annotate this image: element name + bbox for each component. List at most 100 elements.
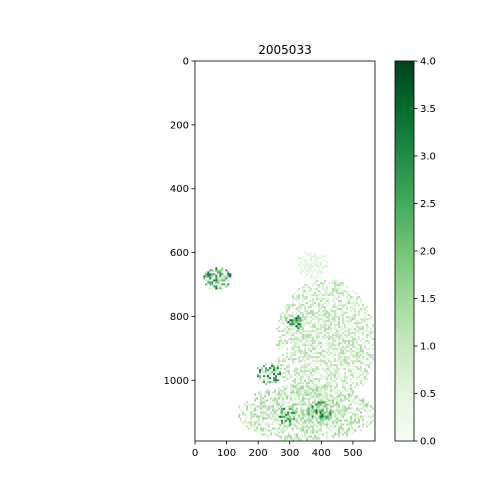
heat-cell	[333, 338, 336, 341]
heat-cell	[327, 334, 330, 337]
heat-cell	[365, 310, 368, 313]
heat-cell	[304, 433, 307, 436]
heat-cell	[219, 269, 222, 272]
heat-cell	[349, 336, 352, 339]
heat-cell	[316, 429, 319, 432]
heat-cell	[321, 360, 324, 363]
heat-cell	[260, 403, 263, 406]
heat-cell	[285, 370, 288, 373]
heat-cell	[299, 317, 302, 320]
heat-cell	[319, 332, 322, 335]
heat-cell	[323, 384, 326, 387]
heat-cell	[211, 283, 214, 286]
heat-cell	[285, 348, 288, 351]
heat-cell	[272, 421, 275, 424]
heat-cell	[349, 354, 352, 357]
heat-cell	[285, 340, 288, 343]
heat-cell	[329, 364, 332, 367]
heat-cell	[305, 398, 308, 401]
heat-cell	[361, 318, 364, 321]
heat-cell	[351, 316, 354, 319]
heat-cell	[358, 403, 361, 406]
heat-cell	[297, 378, 300, 381]
heat-cell	[369, 330, 372, 333]
heat-cell	[276, 433, 279, 436]
heat-cell	[319, 360, 322, 363]
heat-cell	[309, 316, 312, 319]
heat-cell	[308, 421, 311, 424]
heat-cell	[283, 358, 286, 361]
heat-cell	[331, 342, 334, 345]
heat-cell	[351, 314, 354, 317]
heat-cell	[317, 403, 320, 406]
heat-cell	[359, 374, 362, 377]
heat-cell	[286, 397, 289, 400]
heat-cell	[268, 415, 271, 418]
heat-cell	[311, 384, 314, 387]
heat-cell	[295, 330, 298, 333]
heat-cell	[311, 380, 314, 383]
heat-cell	[273, 373, 275, 376]
heat-cell	[351, 362, 354, 365]
heat-cell	[337, 288, 340, 291]
heat-cell	[304, 409, 307, 412]
heat-cell	[349, 394, 352, 397]
heat-cell	[318, 417, 321, 420]
heat-cell	[339, 378, 342, 381]
heat-cell	[305, 366, 308, 369]
heat-cell	[283, 306, 286, 309]
heat-cell	[276, 399, 279, 402]
heat-cell	[278, 435, 281, 438]
heat-cell	[283, 314, 286, 317]
heat-cell	[319, 318, 322, 321]
heat-cell	[323, 322, 326, 325]
heat-cell	[325, 415, 328, 418]
heat-cell	[365, 330, 368, 333]
heat-cell	[256, 405, 259, 408]
heat-cell	[256, 415, 259, 418]
heat-cell	[298, 393, 301, 396]
heat-cell	[289, 318, 292, 321]
heat-cell	[353, 316, 356, 319]
heat-cell	[324, 399, 327, 402]
heat-cell	[325, 380, 328, 383]
colorbar-tick-label: 1.5	[420, 294, 436, 305]
heat-cell	[304, 403, 307, 406]
heat-cell	[347, 344, 350, 347]
heat-cell	[317, 366, 320, 369]
heat-cell	[292, 389, 295, 392]
heat-cell	[304, 435, 307, 438]
heat-cell	[323, 336, 326, 339]
heat-cell	[323, 292, 326, 295]
heat-cell	[289, 376, 292, 379]
heat-cell	[339, 304, 342, 307]
heat-cell	[320, 423, 323, 426]
heat-cell	[246, 421, 249, 424]
heat-cell	[295, 368, 298, 371]
heat-cell	[298, 439, 301, 441]
heat-cell	[254, 405, 257, 408]
heat-cell	[325, 403, 328, 406]
heat-cell	[359, 352, 362, 355]
heat-cell	[327, 302, 330, 305]
heat-cell	[365, 322, 368, 325]
heat-cell	[331, 294, 334, 297]
heat-cell	[258, 401, 261, 404]
heat-cell	[325, 409, 328, 412]
heat-cell	[317, 306, 320, 309]
heat-cell	[280, 389, 283, 392]
heat-cell	[343, 372, 346, 375]
heat-cell	[260, 415, 263, 418]
heat-cell	[324, 395, 327, 398]
heat-cell	[316, 407, 319, 410]
heat-cell	[349, 296, 352, 299]
heat-cell	[305, 344, 308, 347]
heat-cell	[303, 318, 306, 321]
heat-cell	[215, 281, 218, 284]
heat-cell	[353, 322, 356, 325]
heat-cell	[340, 399, 343, 402]
heat-cell	[355, 352, 358, 355]
heat-cell	[305, 312, 308, 315]
heat-cell	[357, 344, 360, 347]
heat-cell	[363, 370, 366, 373]
